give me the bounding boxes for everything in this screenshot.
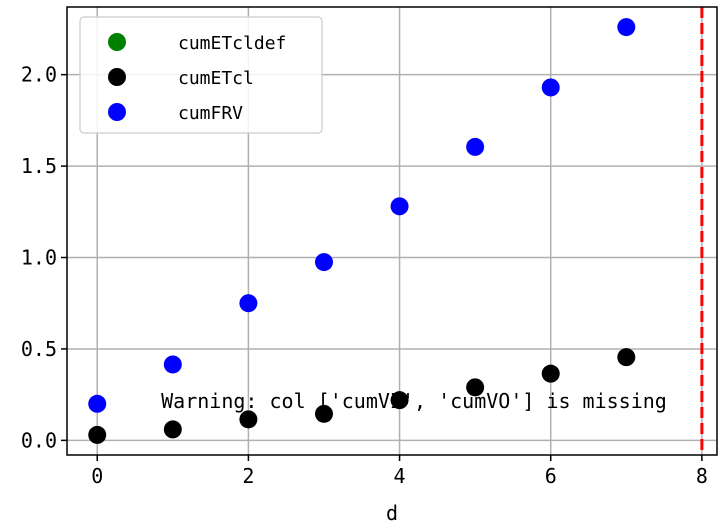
point-cumETcl bbox=[466, 378, 485, 397]
ticks bbox=[61, 73, 703, 461]
legend-label-cumFRV: cumFRV bbox=[178, 103, 243, 124]
point-cumFRV bbox=[314, 253, 333, 272]
x-tick-label: 2 bbox=[242, 464, 254, 488]
warning-annotation: Warning: col ['cumVI', 'cumVO'] is missi… bbox=[161, 389, 667, 413]
legend-label-cumETcldef: cumETcldef bbox=[178, 33, 286, 54]
y-tick-label: 1.0 bbox=[21, 246, 57, 270]
x-axis-label: d bbox=[386, 501, 398, 525]
legend-label-cumETcl: cumETcl bbox=[178, 68, 254, 89]
point-cumFRV bbox=[617, 18, 636, 37]
plot-frame bbox=[66, 6, 718, 456]
point-cumFRV bbox=[466, 137, 485, 156]
y-tick-label: 1.5 bbox=[21, 154, 57, 178]
point-cumFRV bbox=[239, 294, 258, 313]
point-cumETcl bbox=[314, 404, 333, 423]
grid bbox=[67, 7, 717, 455]
point-cumFRV bbox=[163, 355, 182, 374]
x-tick-label: 8 bbox=[696, 464, 708, 488]
point-cumETcl bbox=[239, 410, 258, 429]
legend-marker-cumFRV bbox=[108, 103, 126, 121]
x-tick-label: 6 bbox=[545, 464, 557, 488]
y-tick-label: 0.5 bbox=[21, 337, 57, 361]
x-tick-label: 0 bbox=[91, 464, 103, 488]
x-tick-label: 4 bbox=[394, 464, 406, 488]
point-cumETcl bbox=[541, 364, 560, 383]
data-points bbox=[88, 18, 636, 444]
point-cumFRV bbox=[541, 78, 560, 97]
point-cumFRV bbox=[88, 394, 107, 413]
point-cumFRV bbox=[390, 197, 409, 216]
legend-marker-cumETcl bbox=[108, 68, 126, 86]
y-tick-labels: 0.0 0.5 1.0 1.5 2.0 bbox=[21, 63, 57, 453]
legend-marker-cumETcldef bbox=[108, 33, 126, 51]
point-cumETcl bbox=[390, 391, 409, 410]
x-tick-labels: 0 2 4 6 8 bbox=[91, 464, 708, 488]
legend-box bbox=[79, 16, 323, 134]
y-tick-label: 2.0 bbox=[21, 63, 57, 87]
y-tick-label: 0.0 bbox=[21, 428, 57, 452]
point-cumETcl bbox=[88, 425, 107, 444]
point-cumETcl bbox=[617, 348, 636, 367]
legend: cumETcldef cumETcl cumFRV bbox=[79, 16, 323, 134]
point-cumETcl bbox=[163, 420, 182, 439]
